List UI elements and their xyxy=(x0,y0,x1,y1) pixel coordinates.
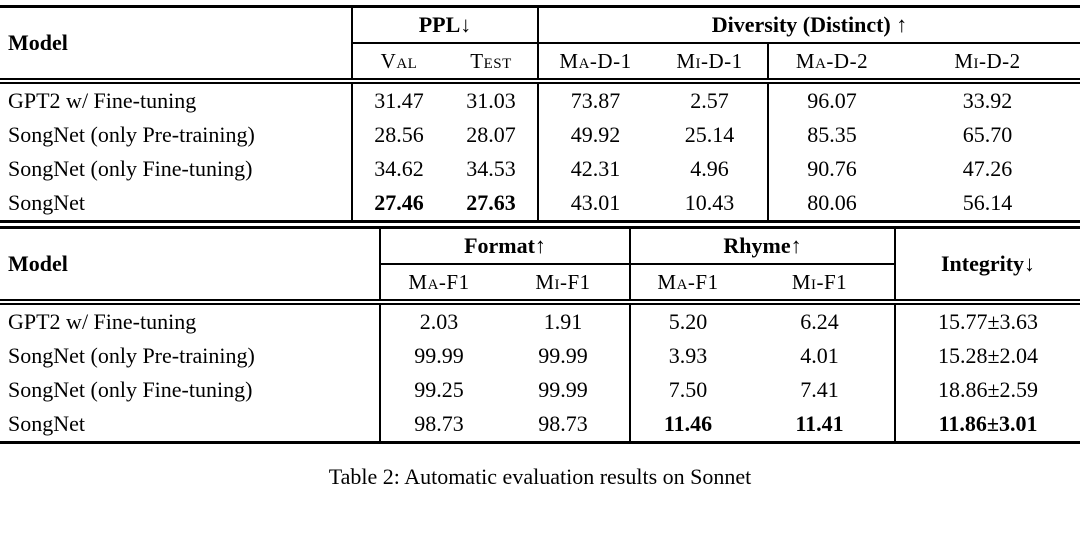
column-header-rhyme-ma-f1: Ma-F1 xyxy=(630,264,746,305)
value-cell: 98.73 xyxy=(414,411,464,436)
table-row: Model Format↑ Rhyme↑ Integrity↓ xyxy=(0,227,1080,305)
value-cell: 42.31 xyxy=(570,156,621,181)
table-row: SongNet (only Pre-training) 28.56 28.07 … xyxy=(0,118,1080,152)
table-format-rhyme-integrity: Model Format↑ Rhyme↑ Integrity↓ Ma-F1 Mi… xyxy=(0,226,1080,444)
table-row: SongNet (only Pre-training) 99.99 99.99 … xyxy=(0,339,1080,373)
value-cell: 5.20 xyxy=(668,309,708,334)
model-cell: SongNet (only Pre-training) xyxy=(0,339,381,373)
value-cell: 80.06 xyxy=(807,190,857,215)
column-header-integrity: Integrity↓ xyxy=(895,227,1080,305)
value-cell: 4.01 xyxy=(745,339,897,373)
column-header-ma-d-1: Ma-D-1 xyxy=(538,43,652,84)
table-row: SongNet 98.73 98.73 11.46 11.41 11.86±3.… xyxy=(0,407,1080,443)
value-cell: 34.53 xyxy=(445,152,539,186)
model-cell: SongNet (only Pre-training) xyxy=(0,118,353,152)
value-cell: 43.01 xyxy=(570,190,621,215)
value-cell: 11.86±3.01 xyxy=(938,411,1038,436)
value-cell: 3.93 xyxy=(668,343,708,368)
value-cell: 11.41 xyxy=(745,407,897,443)
value-cell: 49.92 xyxy=(570,122,621,147)
column-group-ppl: PPL↓ xyxy=(352,6,539,44)
column-header-test: Test xyxy=(445,43,539,84)
value-cell: 28.56 xyxy=(374,122,424,147)
value-cell: 18.86±2.59 xyxy=(937,377,1039,402)
value-cell: 56.14 xyxy=(962,190,1013,215)
column-header-ma-d-2: Ma-D-2 xyxy=(768,43,895,84)
value-cell: 6.24 xyxy=(745,302,897,339)
table-row: GPT2 w/ Fine-tuning 31.47 31.03 73.87 2.… xyxy=(0,81,1080,118)
value-cell: 34.62 xyxy=(374,156,424,181)
table-ppl-diversity: Model PPL↓ Diversity (Distinct) ↑ Val Te… xyxy=(0,5,1080,223)
value-cell: 15.28±2.04 xyxy=(937,343,1039,368)
model-cell: SongNet (only Fine-tuning) xyxy=(0,373,381,407)
value-cell: 27.63 xyxy=(445,186,539,222)
value-cell: 73.87 xyxy=(570,88,621,113)
model-cell: SongNet xyxy=(0,186,353,222)
value-cell: 99.99 xyxy=(497,339,632,373)
value-cell: 2.57 xyxy=(652,81,769,118)
value-cell: 4.96 xyxy=(652,152,769,186)
column-header-format-mi-f1: Mi-F1 xyxy=(497,264,632,305)
column-header-mi-d-1: Mi-D-1 xyxy=(652,43,769,84)
table-row: SongNet (only Fine-tuning) 34.62 34.53 4… xyxy=(0,152,1080,186)
table-row: GPT2 w/ Fine-tuning 2.03 1.91 5.20 6.24 … xyxy=(0,302,1080,339)
value-cell: 98.73 xyxy=(497,407,632,443)
column-header-format-ma-f1: Ma-F1 xyxy=(380,264,497,305)
model-cell: GPT2 w/ Fine-tuning xyxy=(0,302,381,339)
table-row: Ma-F1 Mi-F1 Ma-F1 Mi-F1 xyxy=(0,264,1080,305)
column-header-rhyme-mi-f1: Mi-F1 xyxy=(745,264,897,305)
value-cell: 99.25 xyxy=(414,377,464,402)
value-cell: 7.41 xyxy=(745,373,897,407)
value-cell: 99.99 xyxy=(414,343,464,368)
value-cell: 65.70 xyxy=(962,122,1013,147)
table-caption: Table 2: Automatic evaluation results on… xyxy=(328,464,752,489)
column-header-model: Model xyxy=(0,227,381,305)
column-group-format: Format↑ xyxy=(380,227,632,265)
value-cell: 7.50 xyxy=(668,377,708,402)
table-row: Model PPL↓ Diversity (Distinct) ↑ xyxy=(0,6,1080,84)
model-cell: SongNet (only Fine-tuning) xyxy=(0,152,353,186)
value-cell: 90.76 xyxy=(807,156,857,181)
column-group-diversity: Diversity (Distinct) ↑ xyxy=(538,6,1080,44)
column-group-rhyme: Rhyme↑ xyxy=(630,227,897,265)
value-cell: 99.99 xyxy=(497,373,632,407)
value-cell: 31.47 xyxy=(374,88,424,113)
value-cell: 47.26 xyxy=(962,156,1013,181)
column-header-val: Val xyxy=(352,43,445,84)
model-cell: GPT2 w/ Fine-tuning xyxy=(0,81,353,118)
value-cell: 25.14 xyxy=(652,118,769,152)
column-header-model: Model xyxy=(0,6,353,84)
value-cell: 1.91 xyxy=(497,302,632,339)
table-row: Val Test Ma-D-1 Mi-D-1 Ma-D-2 Mi-D-2 xyxy=(0,43,1080,84)
table-row: SongNet 27.46 27.63 43.01 10.43 80.06 56… xyxy=(0,186,1080,222)
table-row: SongNet (only Fine-tuning) 99.25 99.99 7… xyxy=(0,373,1080,407)
value-cell: 31.03 xyxy=(445,81,539,118)
model-cell: SongNet xyxy=(0,407,381,443)
value-cell: 28.07 xyxy=(445,118,539,152)
value-cell: 15.77±3.63 xyxy=(937,309,1039,334)
value-cell: 85.35 xyxy=(807,122,857,147)
value-cell: 96.07 xyxy=(807,88,857,113)
column-header-mi-d-2: Mi-D-2 xyxy=(895,43,1080,84)
value-cell: 11.46 xyxy=(663,411,713,436)
value-cell: 27.46 xyxy=(374,190,424,215)
value-cell: 33.92 xyxy=(962,88,1013,113)
value-cell: 2.03 xyxy=(419,309,459,334)
value-cell: 10.43 xyxy=(652,186,769,222)
